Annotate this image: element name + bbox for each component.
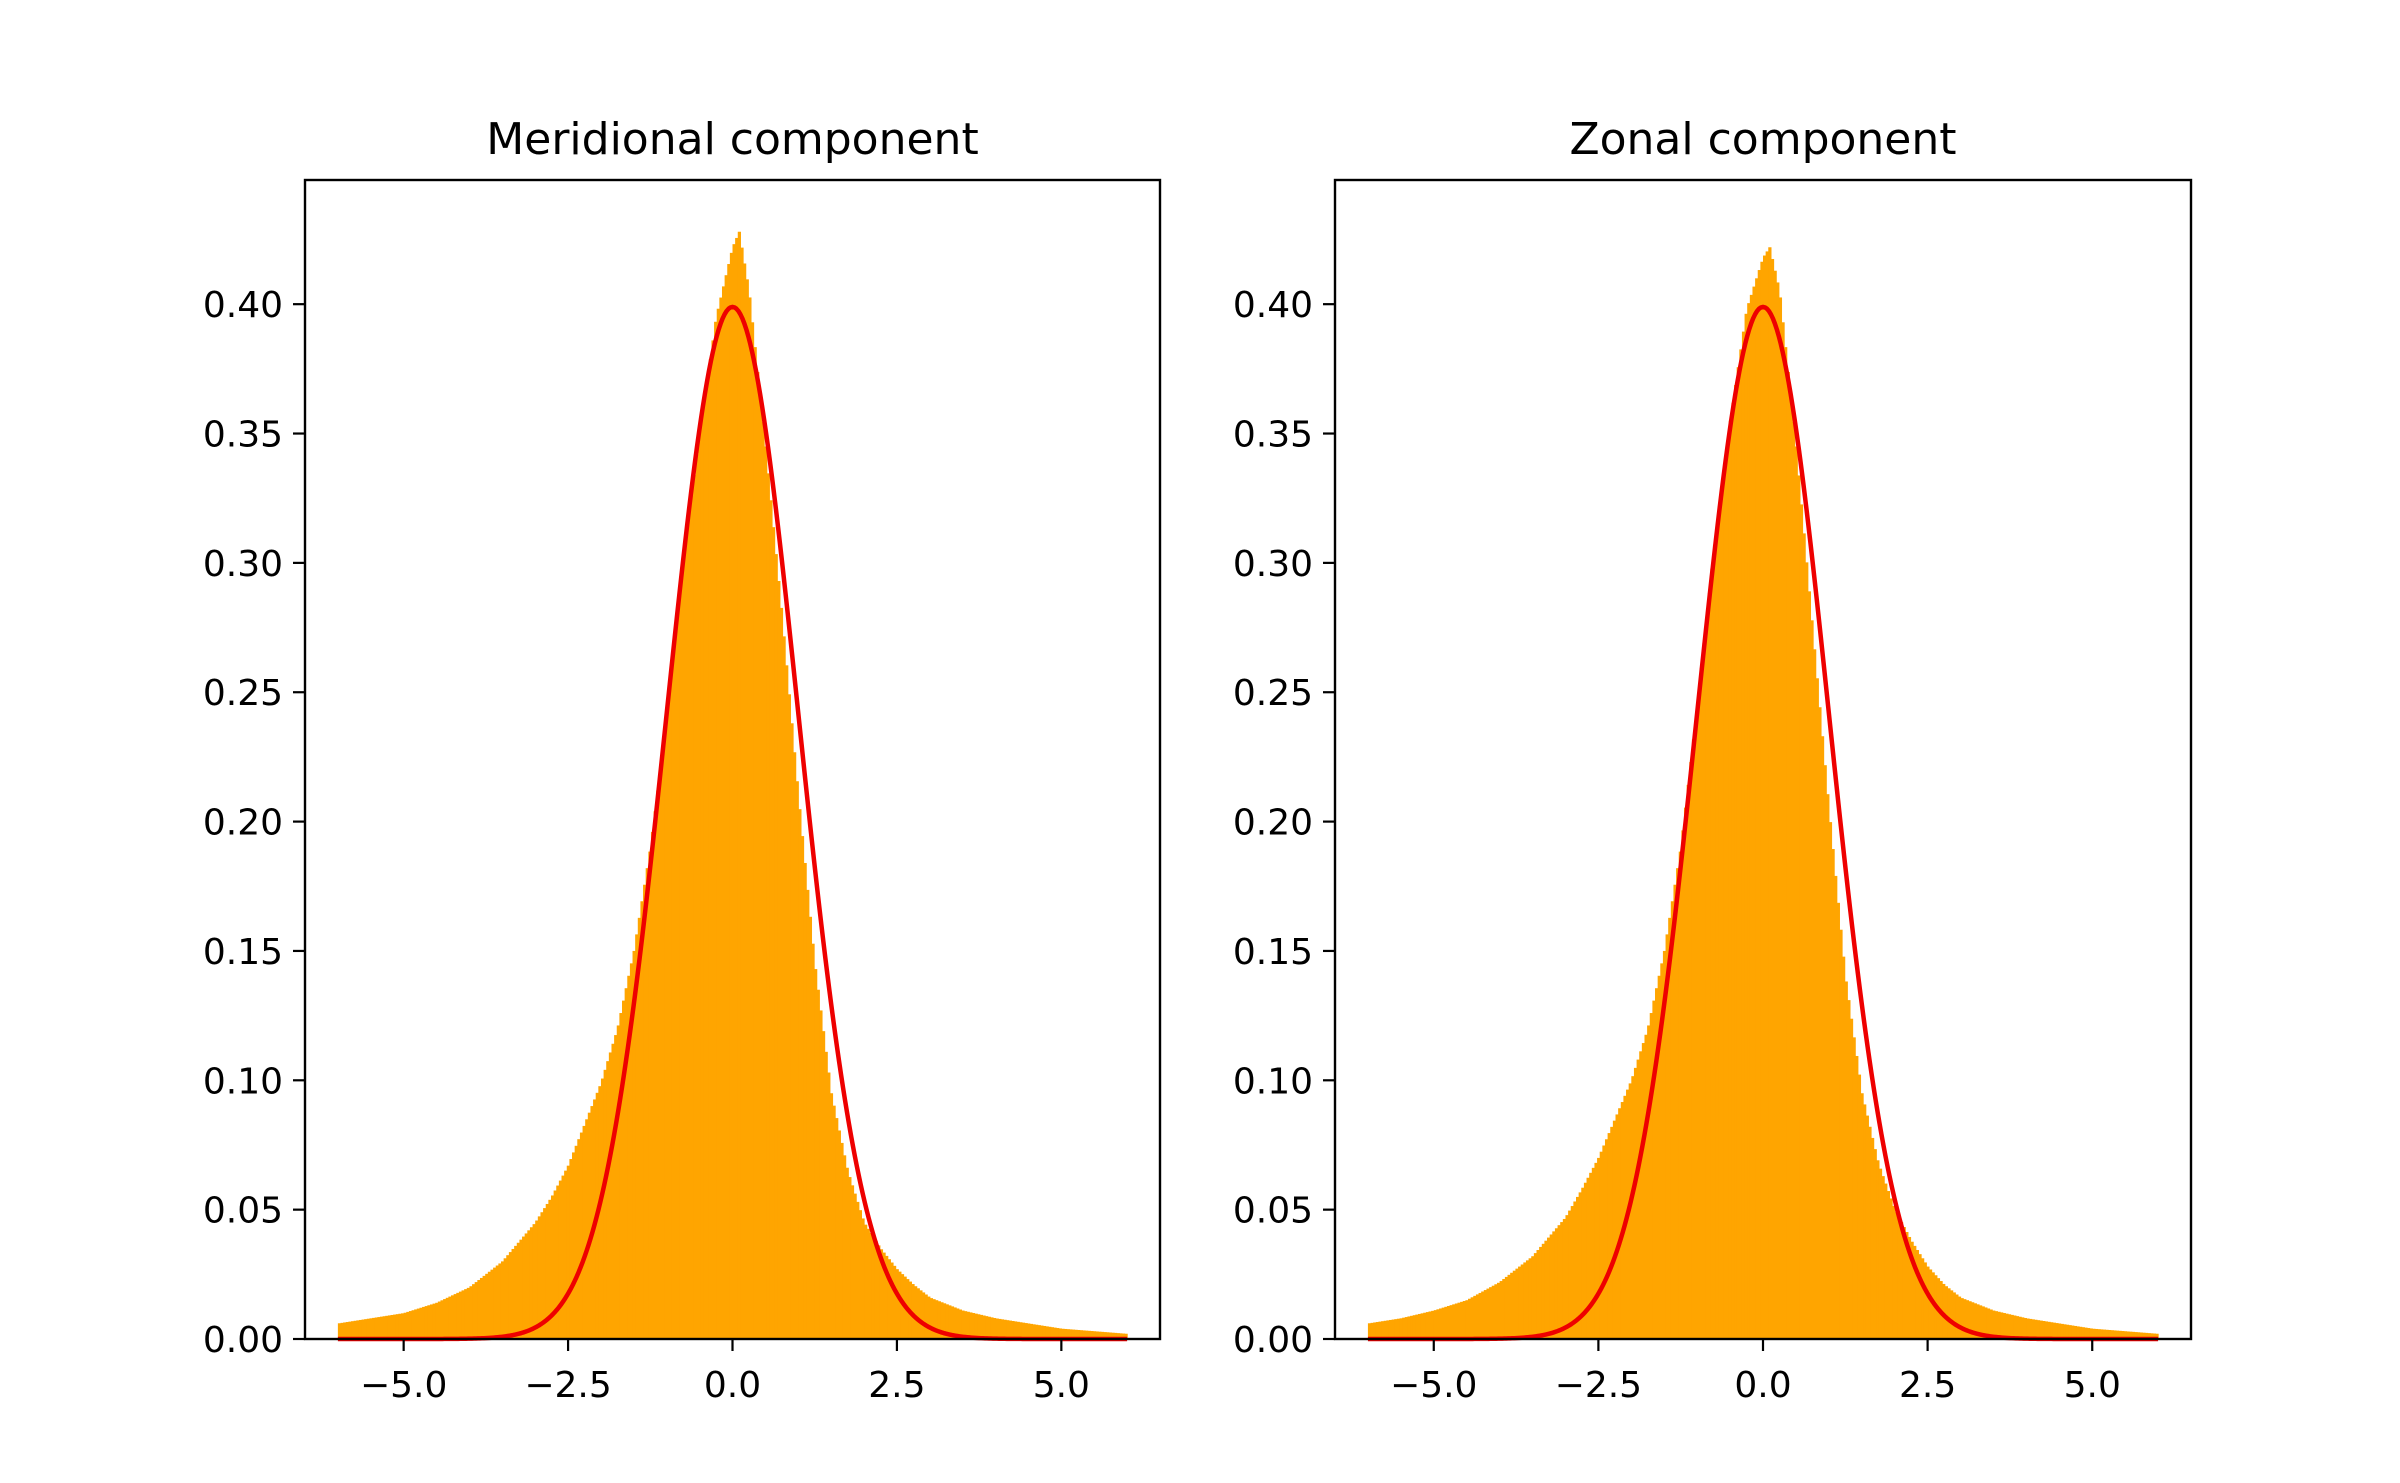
y-tick-label: 0.05 — [1233, 1191, 1313, 1232]
y-tick-label: 0.00 — [1233, 1320, 1313, 1361]
y-tick-label: 0.35 — [1233, 415, 1313, 456]
y-tick-label: 0.25 — [203, 673, 283, 714]
y-tick-label: 0.30 — [1233, 544, 1313, 585]
y-tick-label: 0.10 — [203, 1061, 283, 1102]
y-tick-label: 0.40 — [203, 285, 283, 326]
y-tick-label: 0.15 — [203, 932, 283, 973]
y-tick-label: 0.30 — [203, 544, 283, 585]
chart-title: Meridional component — [486, 114, 978, 165]
x-tick-label: −5.0 — [360, 1365, 447, 1406]
x-tick-label: 2.5 — [868, 1365, 925, 1406]
y-tick-label: 0.20 — [203, 803, 283, 844]
y-tick-label: 0.10 — [1233, 1061, 1313, 1102]
x-tick-label: −5.0 — [1390, 1365, 1477, 1406]
y-tick-label: 0.20 — [1233, 803, 1313, 844]
x-tick-label: −2.5 — [524, 1365, 611, 1406]
x-tick-label: −2.5 — [1555, 1365, 1642, 1406]
x-tick-label: 0.0 — [1734, 1365, 1791, 1406]
x-tick-label: 2.5 — [1899, 1365, 1956, 1406]
y-tick-label: 0.00 — [203, 1320, 283, 1361]
x-tick-label: 0.0 — [704, 1365, 761, 1406]
y-tick-label: 0.15 — [1233, 932, 1313, 973]
x-tick-label: 5.0 — [2064, 1365, 2121, 1406]
y-tick-label: 0.25 — [1233, 673, 1313, 714]
y-tick-label: 0.05 — [203, 1191, 283, 1232]
x-tick-label: 5.0 — [1033, 1365, 1090, 1406]
chart-title: Zonal component — [1569, 114, 1956, 165]
y-tick-label: 0.35 — [203, 415, 283, 456]
y-tick-label: 0.40 — [1233, 285, 1313, 326]
